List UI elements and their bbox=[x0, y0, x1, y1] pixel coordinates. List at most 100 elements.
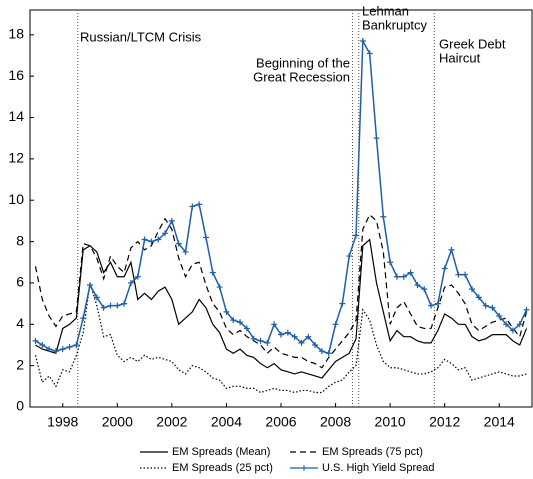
marker bbox=[141, 236, 148, 243]
series-line bbox=[34, 213, 528, 369]
marker bbox=[400, 273, 407, 280]
marker bbox=[209, 269, 216, 276]
marker bbox=[373, 135, 380, 142]
marker bbox=[434, 300, 441, 307]
marker bbox=[278, 331, 284, 338]
marker bbox=[223, 308, 230, 315]
marker bbox=[271, 321, 278, 328]
annotation: Russian/LTCM Crisis bbox=[80, 29, 202, 44]
y-tick-label: 12 bbox=[8, 150, 24, 166]
marker bbox=[448, 246, 455, 253]
marker bbox=[475, 294, 482, 301]
marker bbox=[168, 217, 175, 224]
marker bbox=[264, 339, 271, 346]
marker bbox=[121, 300, 128, 307]
marker bbox=[52, 348, 59, 355]
annotation: Bankruptcy bbox=[362, 17, 428, 32]
marker bbox=[523, 306, 530, 313]
marker bbox=[148, 238, 155, 245]
marker bbox=[80, 315, 87, 322]
marker bbox=[414, 282, 421, 289]
y-tick-label: 18 bbox=[8, 26, 24, 42]
annotation: Lehman bbox=[362, 3, 409, 18]
x-tick-label: 2006 bbox=[265, 414, 296, 430]
marker bbox=[325, 350, 332, 357]
annotation: Haircut bbox=[439, 50, 481, 65]
series-line bbox=[35, 38, 528, 355]
x-tick-label: 2014 bbox=[484, 414, 515, 430]
marker bbox=[353, 232, 360, 239]
marker bbox=[332, 321, 339, 328]
marker bbox=[516, 321, 523, 328]
marker bbox=[441, 265, 448, 272]
legend-label: EM Spreads (Mean) bbox=[172, 446, 270, 458]
marker bbox=[66, 344, 73, 351]
marker bbox=[455, 271, 462, 278]
marker bbox=[482, 302, 489, 309]
y-tick-label: 10 bbox=[8, 191, 24, 207]
marker bbox=[87, 282, 94, 289]
annotation: Beginning of the bbox=[256, 55, 350, 70]
y-tick-label: 2 bbox=[16, 356, 24, 372]
marker bbox=[462, 271, 469, 278]
x-tick-label: 2002 bbox=[156, 414, 187, 430]
marker bbox=[39, 341, 46, 348]
marker bbox=[312, 341, 319, 348]
series-line bbox=[35, 238, 528, 379]
marker bbox=[291, 333, 298, 340]
marker bbox=[346, 253, 353, 260]
marker bbox=[237, 319, 244, 326]
marker bbox=[468, 286, 475, 293]
marker bbox=[428, 302, 435, 309]
y-tick-label: 8 bbox=[16, 232, 24, 248]
marker bbox=[366, 50, 373, 57]
marker bbox=[503, 321, 510, 328]
marker bbox=[318, 348, 325, 355]
x-tick-label: 2004 bbox=[211, 414, 242, 430]
y-tick-label: 0 bbox=[16, 398, 24, 414]
y-tick-label: 6 bbox=[16, 274, 24, 290]
marker bbox=[100, 304, 107, 311]
marker bbox=[114, 302, 121, 309]
marker bbox=[182, 248, 189, 255]
y-tick-label: 14 bbox=[8, 108, 24, 124]
marker bbox=[134, 273, 141, 280]
x-tick-label: 1998 bbox=[47, 414, 78, 430]
marker bbox=[107, 302, 114, 309]
x-tick-label: 2000 bbox=[102, 414, 133, 430]
marker bbox=[407, 269, 414, 276]
marker bbox=[175, 240, 182, 247]
marker bbox=[257, 337, 264, 344]
x-tick-label: 2010 bbox=[375, 414, 406, 430]
marker bbox=[230, 317, 237, 324]
marker bbox=[127, 279, 134, 286]
marker bbox=[393, 273, 400, 280]
annotation: Great Recession bbox=[253, 69, 350, 84]
marker bbox=[284, 329, 291, 336]
marker bbox=[46, 346, 53, 353]
marker bbox=[216, 284, 223, 291]
marker bbox=[32, 337, 39, 344]
marker bbox=[359, 38, 366, 45]
y-tick-label: 4 bbox=[16, 315, 24, 331]
marker bbox=[496, 313, 503, 320]
marker bbox=[162, 230, 169, 237]
marker bbox=[305, 333, 312, 340]
marker bbox=[387, 259, 394, 266]
x-tick-label: 2008 bbox=[320, 414, 351, 430]
marker bbox=[298, 339, 305, 346]
legend-label: U.S. High Yield Spread bbox=[322, 462, 435, 474]
marker bbox=[243, 325, 250, 332]
marker bbox=[59, 346, 66, 353]
series-line bbox=[34, 282, 527, 394]
marker bbox=[509, 327, 516, 334]
legend-label: EM Spreads (25 pct) bbox=[172, 462, 273, 474]
marker bbox=[250, 335, 257, 342]
marker bbox=[339, 300, 346, 307]
marker bbox=[189, 203, 196, 210]
marker bbox=[380, 213, 387, 220]
marker bbox=[73, 341, 80, 348]
marker bbox=[155, 236, 162, 243]
